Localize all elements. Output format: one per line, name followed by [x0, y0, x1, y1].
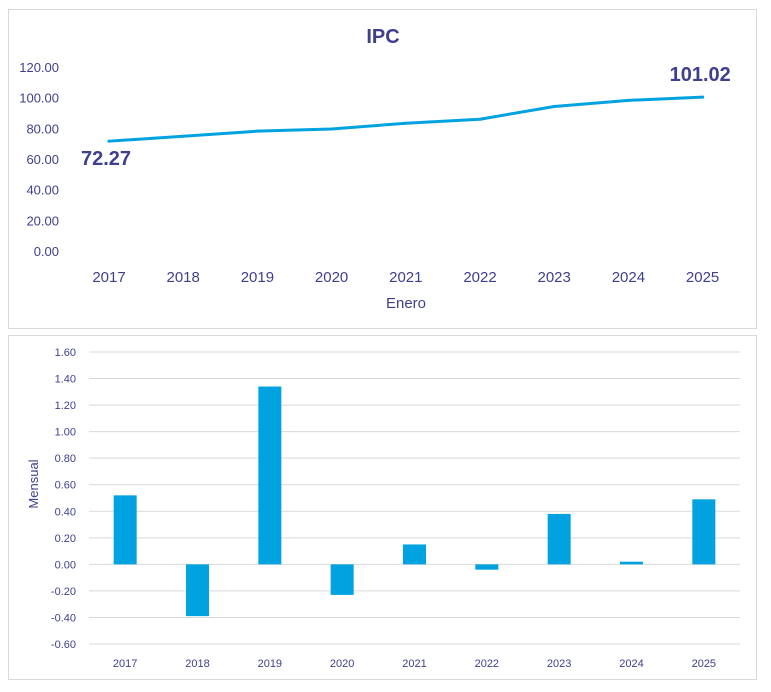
x-tick-label: 2023: [538, 269, 571, 286]
x-tick-label: 2025: [692, 658, 716, 670]
y-tick-label: 0.20: [55, 533, 76, 545]
ipc-data-point: [255, 129, 259, 133]
ipc-data-point: [701, 95, 705, 99]
bar: [113, 495, 137, 565]
y-tick-label: 40.00: [26, 183, 59, 198]
y-tick-label: 1.20: [55, 400, 76, 412]
x-tick-label: 2020: [315, 269, 348, 286]
y-tick-label: 1.00: [55, 427, 76, 439]
x-tick-label: 2024: [612, 269, 645, 286]
x-tick-label: 2017: [113, 658, 137, 670]
y-tick-label: 0.60: [55, 480, 76, 492]
data-label: 72.27: [81, 148, 131, 170]
y-tick-label: 1.40: [55, 374, 76, 386]
x-tick-label: 2018: [185, 658, 209, 670]
y-tick-label: -0.20: [51, 586, 76, 598]
data-label: 101.02: [670, 64, 731, 86]
y-tick-label: 120.00: [19, 60, 59, 75]
y-tick-label: 60.00: [26, 152, 59, 167]
x-tick-label: 2022: [463, 269, 496, 286]
y-tick-label: 20.00: [26, 213, 59, 228]
monthly-bar-chart: Mensual -0.60 -0.40 -0.20 0.00 0.20 0.40 0.60 0…: [8, 335, 757, 680]
ipc-data-point: [478, 117, 482, 121]
ipc-line-chart: IPC Enero 0.00 20.00 40.00 60.00 80.00 100.00…: [8, 9, 757, 329]
x-tick-label: 2021: [402, 658, 426, 670]
bar: [330, 564, 354, 595]
bar: [186, 564, 209, 617]
y-tick-label: 0.40: [55, 506, 76, 518]
bar: [547, 513, 571, 565]
bar: [258, 386, 282, 565]
y-tick-label: 80.00: [26, 121, 59, 136]
monthly-bar-chart-svg: Mensual -0.60 -0.40 -0.20 0.00 0.20 0.40 0.60 0…: [26, 347, 740, 670]
y-tick-label: 0.80: [55, 453, 76, 465]
ipc-data-point: [330, 127, 334, 131]
y-tick-label: -0.60: [51, 639, 76, 651]
bar: [620, 561, 643, 565]
y-tick-label: -0.40: [51, 612, 76, 624]
x-tick-label: 2020: [330, 658, 354, 670]
ipc-data-point: [552, 104, 556, 108]
ipc-series-line: [107, 95, 705, 143]
bar: [475, 564, 499, 570]
ipc-data-point: [404, 121, 408, 125]
x-tick-label: 2019: [241, 269, 274, 286]
chart-title: IPC: [366, 26, 399, 48]
bar: [403, 544, 426, 565]
y-tick-label: 0.00: [55, 559, 76, 571]
x-tick-label: 2022: [475, 658, 499, 670]
x-tick-label: 2017: [92, 269, 125, 286]
x-tick-label: 2019: [258, 658, 282, 670]
ipc-data-point: [626, 98, 630, 102]
y-tick-label: 1.60: [55, 347, 76, 359]
x-axis-label: Enero: [386, 295, 426, 312]
ipc-data-point: [181, 134, 185, 138]
x-tick-label: 2021: [389, 269, 422, 286]
x-tick-label: 2025: [686, 269, 719, 286]
x-tick-label: 2024: [619, 658, 643, 670]
x-tick-label: 2023: [547, 658, 571, 670]
bar: [692, 499, 716, 565]
y-tick-label: 100.00: [19, 91, 59, 106]
y-tick-label: 0.00: [34, 244, 59, 259]
ipc-data-point: [107, 139, 111, 143]
x-tick-label: 2018: [167, 269, 200, 286]
y-axis-label: Mensual: [26, 459, 41, 508]
ipc-line-chart-svg: IPC Enero 0.00 20.00 40.00 60.00 80.00 100.00…: [19, 26, 731, 312]
